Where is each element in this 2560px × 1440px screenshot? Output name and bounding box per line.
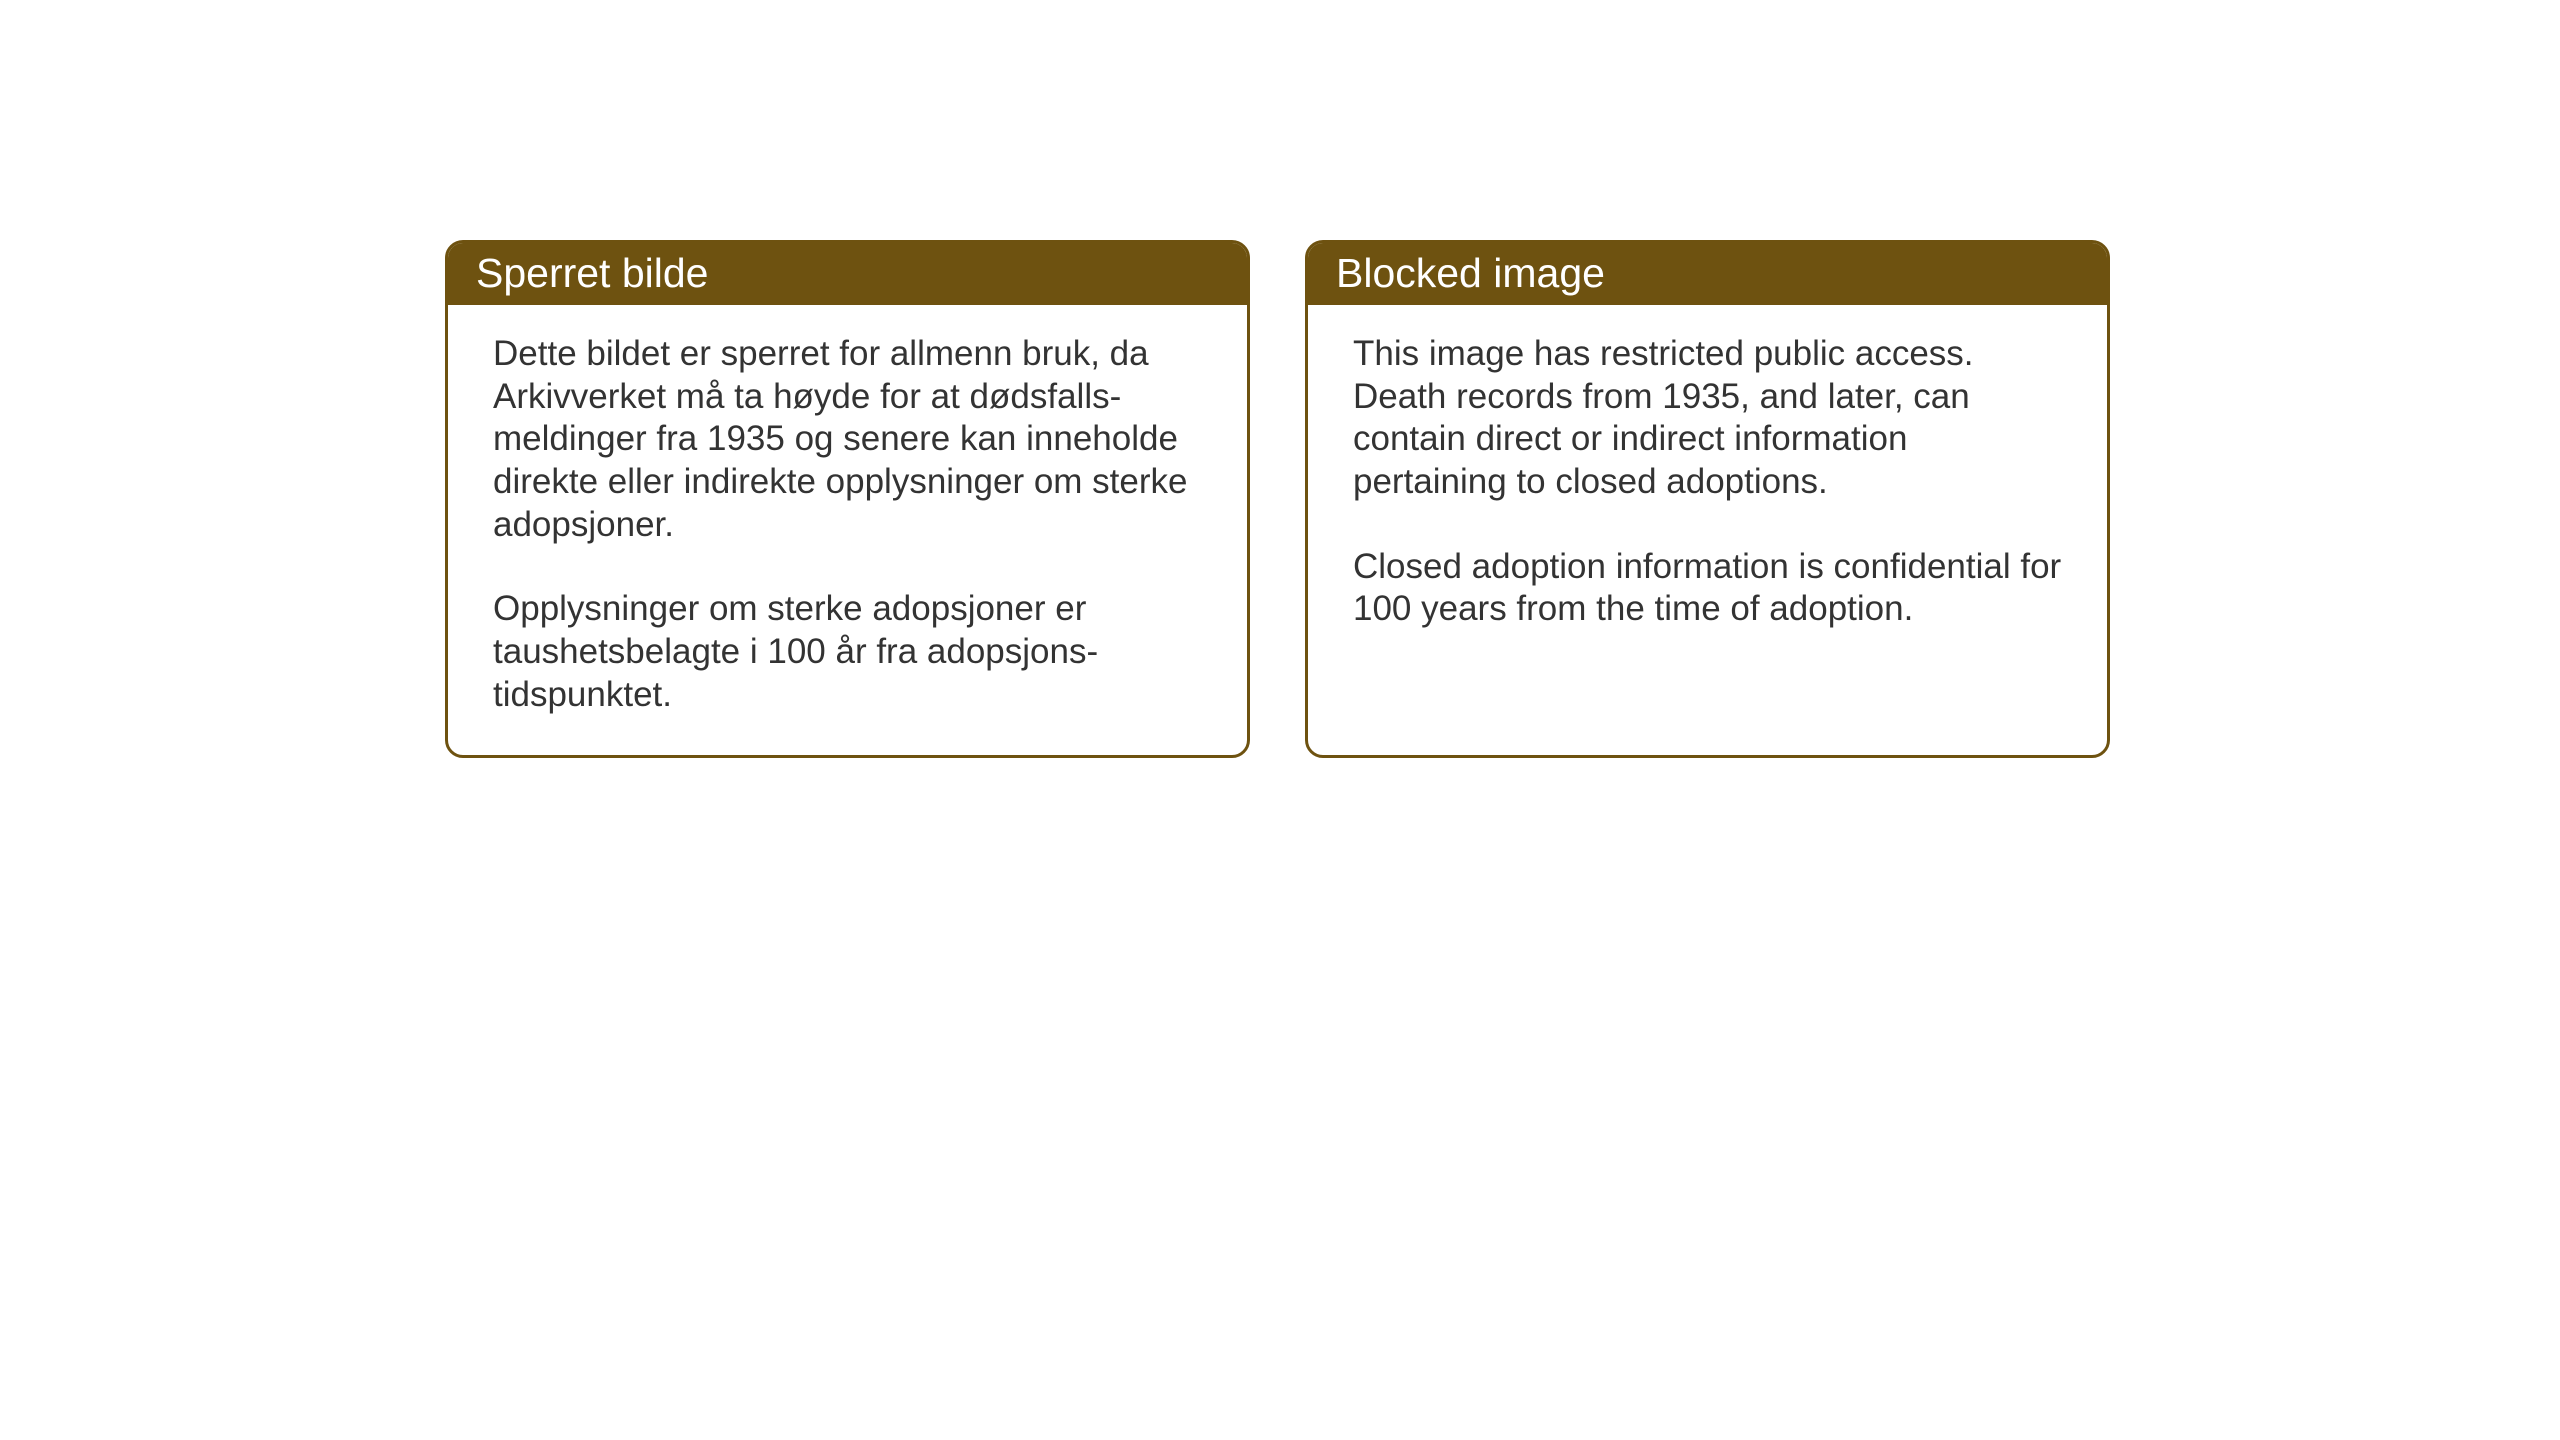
card-paragraph-2-english: Closed adoption information is confident…	[1353, 546, 2062, 631]
card-paragraph-2-norwegian: Opplysninger om sterke adopsjoner er tau…	[493, 588, 1202, 716]
card-paragraph-1-english: This image has restricted public access.…	[1353, 333, 2062, 504]
card-body-english: This image has restricted public access.…	[1308, 305, 2107, 711]
card-body-norwegian: Dette bildet er sperret for allmenn bruk…	[448, 305, 1247, 755]
card-title-english: Blocked image	[1308, 243, 2107, 305]
notice-card-norwegian: Sperret bilde Dette bildet er sperret fo…	[445, 240, 1250, 758]
notice-cards-container: Sperret bilde Dette bildet er sperret fo…	[445, 240, 2110, 758]
card-title-norwegian: Sperret bilde	[448, 243, 1247, 305]
notice-card-english: Blocked image This image has restricted …	[1305, 240, 2110, 758]
card-paragraph-1-norwegian: Dette bildet er sperret for allmenn bruk…	[493, 333, 1202, 546]
